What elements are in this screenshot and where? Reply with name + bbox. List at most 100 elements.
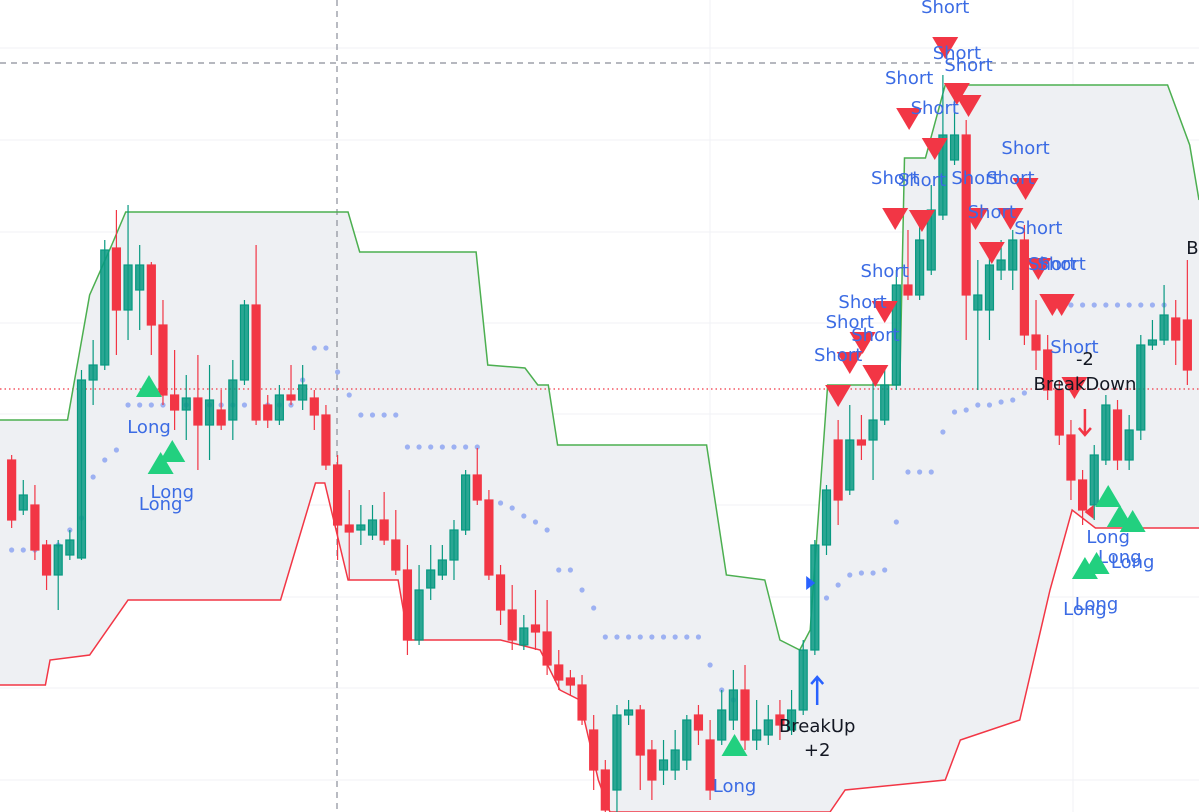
sar-dot: [334, 369, 341, 375]
candle-body: [88, 364, 98, 381]
candle-body: [274, 394, 284, 421]
sar-dot: [975, 402, 981, 408]
candle-body: [752, 729, 762, 741]
channel-fill: [0, 85, 1199, 812]
signal-label: Short: [921, 0, 969, 18]
candle-body: [1112, 409, 1123, 461]
sar-dot: [1079, 302, 1086, 308]
sar-dot: [509, 505, 515, 511]
sar-dot: [637, 634, 643, 640]
signal-label: Short: [838, 292, 886, 313]
candle-body: [554, 664, 564, 681]
candle-body: [414, 589, 424, 641]
sar-dot: [532, 519, 539, 525]
marker: [1084, 505, 1094, 519]
candle-body: [984, 264, 995, 311]
candle-body: [263, 404, 273, 421]
event-label: BreakUp: [779, 716, 855, 737]
sar-dot: [986, 402, 993, 408]
short-signal: [882, 208, 909, 230]
candle-body: [402, 569, 413, 641]
short-signal: [836, 352, 863, 374]
candle-body: [391, 539, 401, 571]
sar-dot: [544, 527, 550, 533]
sar-dot: [148, 402, 154, 408]
candle-body: [1031, 334, 1041, 351]
candle-body: [763, 719, 773, 736]
candle-body: [682, 719, 692, 761]
sar-dot: [113, 447, 120, 453]
sar-dot: [346, 392, 352, 398]
candle-body: [204, 399, 215, 426]
candle-body: [1089, 454, 1099, 506]
candle-body: [600, 769, 610, 811]
signal-label: Short: [911, 98, 959, 119]
signal-label: Short: [944, 55, 992, 76]
sar-dot: [905, 469, 911, 475]
candle-body: [321, 414, 331, 466]
candle-body: [624, 709, 634, 716]
short-signal: [921, 138, 948, 160]
candle-body: [251, 304, 261, 421]
candle-body: [123, 264, 133, 311]
event-change: -2: [1076, 349, 1094, 370]
candle-body: [542, 631, 552, 666]
sar-dot: [428, 444, 434, 450]
sar-dot: [20, 547, 26, 553]
candle-body: [717, 709, 727, 741]
candle-body: [239, 304, 250, 381]
short-signal: [932, 37, 959, 59]
sar-dot: [579, 587, 585, 593]
signal-label: Long: [1063, 599, 1107, 620]
short-signal: [943, 83, 970, 105]
short-signal: [871, 301, 898, 323]
sar-dot: [963, 407, 969, 413]
short-signal: [825, 385, 852, 407]
candle-body: [519, 627, 529, 646]
signal-label: Short: [968, 202, 1016, 223]
sar-dot: [591, 605, 597, 611]
candle-body: [565, 677, 575, 686]
long-signal: [721, 734, 748, 756]
candle-body: [786, 709, 797, 731]
signal-label: Long: [127, 417, 171, 438]
sar-dot: [311, 345, 317, 351]
short-signal: [997, 208, 1024, 230]
signal-label: Long: [139, 494, 183, 515]
candle-body: [158, 324, 168, 396]
sar-dot: [1103, 302, 1109, 308]
marker: [806, 576, 816, 590]
candle-body: [670, 749, 680, 771]
signal-label: Long: [1075, 594, 1119, 615]
candle-body: [880, 384, 890, 421]
sar-dot: [463, 444, 469, 450]
candle-body: [612, 714, 622, 791]
candle-body: [76, 379, 87, 559]
candle-body: [298, 384, 308, 401]
long-signal: [1083, 552, 1110, 574]
sar-dot: [1138, 302, 1144, 308]
sar-dot: [917, 469, 923, 475]
candle-body: [41, 544, 52, 576]
candle-body: [740, 689, 750, 741]
candle-body: [1066, 434, 1076, 481]
candle-body: [437, 559, 447, 576]
candle-body: [426, 569, 436, 589]
sar-dot: [567, 567, 573, 573]
signal-label: Short: [1028, 254, 1076, 275]
sar-dot: [614, 634, 620, 640]
signal-label: Long: [151, 482, 195, 503]
candle-body: [996, 259, 1006, 271]
signal-label: Short: [1014, 218, 1062, 239]
candle-body: [1101, 404, 1111, 461]
candle-body: [1008, 239, 1018, 271]
long-signal: [136, 375, 163, 397]
candle-body: [18, 494, 28, 511]
candle-body: [495, 574, 506, 611]
sar-dot: [882, 567, 888, 573]
signal-label: Long: [1098, 547, 1142, 568]
event-change: +2: [804, 740, 831, 761]
short-signal: [908, 210, 935, 232]
sar-dot: [556, 567, 562, 573]
candle-body: [949, 134, 960, 161]
